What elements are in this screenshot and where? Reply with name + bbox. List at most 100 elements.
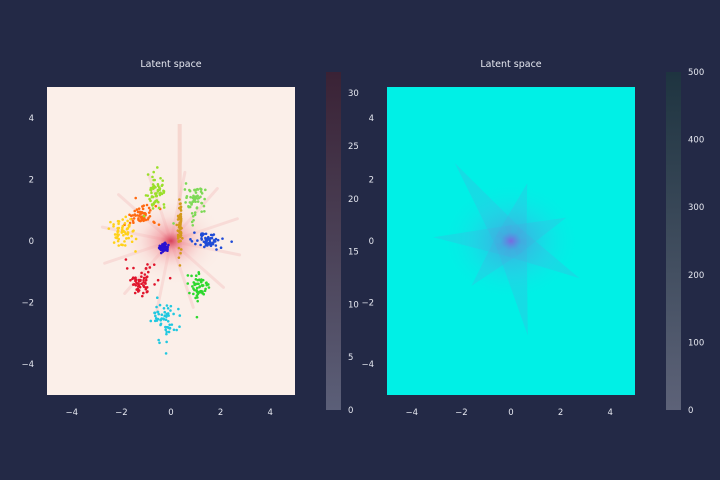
scatter-point (154, 204, 158, 208)
scatter-point (179, 212, 183, 216)
scatter-point (193, 231, 196, 234)
scatter-point (179, 248, 183, 251)
scatter-point (146, 290, 149, 293)
scatter-point (190, 239, 194, 243)
scatter-point (135, 281, 138, 285)
scatter-point (177, 256, 181, 259)
scatter-point (117, 220, 121, 223)
scatter-point (191, 200, 194, 204)
left-x-tick-label: 2 (218, 408, 223, 418)
scatter-point (163, 310, 167, 314)
scatter-point (202, 204, 206, 208)
scatter-point (184, 201, 187, 204)
right-colorbar-ticks: 0 100 200 300 400 500 (688, 68, 704, 416)
scatter-point (188, 201, 192, 204)
scatter-point (142, 291, 145, 295)
scatter-point (158, 193, 162, 197)
scatter-point (155, 296, 159, 300)
scatter-point (130, 240, 134, 244)
scatter-point (112, 241, 116, 244)
scatter-point (179, 232, 183, 235)
scatter-point (116, 229, 120, 232)
scatter-point (186, 282, 190, 285)
scatter-point (153, 178, 157, 182)
scatter-point (131, 277, 134, 281)
scatter-point (140, 294, 144, 298)
scatter-point (136, 214, 139, 217)
scatter-point (214, 244, 218, 247)
scatter-point (144, 194, 148, 197)
scatter-point (177, 240, 181, 243)
scatter-point (212, 238, 216, 242)
scatter-point (159, 322, 163, 326)
scatter-point (195, 289, 198, 292)
scatter-point (156, 182, 160, 186)
scatter-point (152, 170, 155, 174)
scatter-point (204, 188, 207, 192)
scatter-point (140, 282, 143, 286)
scatter-point (147, 216, 150, 220)
scatter-point (122, 233, 125, 237)
scatter-point (124, 215, 128, 219)
scatter-point (144, 286, 148, 289)
scatter-point (133, 277, 137, 280)
scatter-point (137, 217, 140, 220)
scatter-point (167, 243, 170, 247)
scatter-point (168, 276, 172, 280)
scatter-point (164, 328, 167, 332)
scatter-point (166, 319, 170, 323)
scatter-point (191, 285, 194, 288)
scatter-point (221, 237, 224, 240)
scatter-point (131, 283, 135, 286)
left-x-tick-label: −4 (66, 408, 79, 418)
left-x-tick-label: −2 (115, 408, 128, 418)
scatter-point (162, 189, 166, 193)
scatter-point (128, 213, 131, 217)
scatter-point (179, 226, 182, 230)
scatter-point (200, 238, 204, 241)
scatter-point (148, 266, 152, 269)
scatter-point (168, 327, 172, 330)
scatter-point (195, 286, 199, 290)
scatter-point (207, 286, 211, 289)
right-chart-title: Latent space (480, 59, 541, 70)
scatter-point (186, 274, 190, 277)
scatter-point (196, 194, 199, 198)
scatter-point (194, 197, 197, 200)
scatter-point (116, 226, 119, 230)
scatter-point (169, 304, 173, 308)
scatter-point (200, 201, 203, 205)
scatter-point (162, 306, 166, 310)
scatter-point (179, 235, 182, 238)
scatter-point (199, 195, 202, 199)
scatter-point (169, 309, 172, 312)
right-x-tick-label: 2 (558, 408, 563, 418)
scatter-point (185, 194, 189, 198)
right-y-tick-label: 2 (369, 175, 374, 185)
scatter-point (210, 236, 214, 240)
scatter-point (215, 248, 218, 251)
scatter-point (165, 340, 168, 344)
left-x-ticks: −4 −2 0 2 4 (66, 408, 273, 418)
scatter-point (142, 219, 145, 223)
scatter-point (199, 243, 202, 247)
scatter-point (135, 208, 139, 211)
right-y-tick-label: −2 (361, 299, 374, 309)
scatter-point (115, 236, 119, 240)
scatter-point (142, 278, 145, 282)
right-x-ticks: −4 −2 0 2 4 (406, 408, 613, 418)
scatter-point (112, 223, 115, 226)
scatter-point (123, 221, 127, 225)
scatter-point (216, 238, 220, 242)
scatter-point (133, 291, 137, 295)
scatter-point (157, 312, 161, 316)
scatter-point (162, 206, 166, 209)
scatter-point (203, 209, 206, 213)
scatter-point (133, 209, 137, 213)
scatter-point (149, 199, 152, 203)
scatter-point (204, 281, 208, 285)
scatter-point (117, 237, 121, 241)
scatter-point (196, 200, 200, 203)
scatter-point (147, 211, 151, 214)
